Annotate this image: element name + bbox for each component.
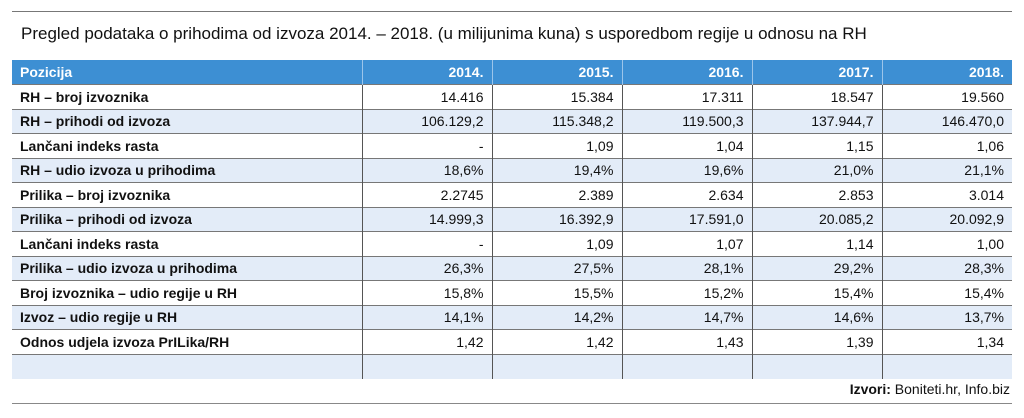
empty-cell	[752, 353, 883, 379]
table-cell: 14.999,3	[362, 206, 493, 232]
table-header-row: Pozicija 2014. 2015. 2016. 2017. 2018.	[12, 60, 1012, 85]
table-row: RH – broj izvoznika 14.416 15.384 17.311 18.…	[12, 84, 1012, 109]
table-cell: 1,42	[362, 329, 493, 354]
table-cell: 26,3%	[362, 255, 493, 281]
table-cell: 28,3%	[882, 255, 1012, 281]
table-row: Broj izvoznika – udio regije u RH 15,8% 15…	[12, 280, 1012, 305]
table-cell: 28,1%	[622, 255, 753, 281]
table-row: Lančani indeks rasta -1,09 1,04 1,15 1,06	[12, 133, 1012, 158]
table-cell: 106.129,2	[362, 108, 493, 134]
row-label: Prilika – udio izvoza u prihodima	[12, 255, 363, 281]
table-cell: 17.311	[622, 84, 753, 109]
table-cell: 1,39	[752, 329, 883, 354]
table-cell: 19.560	[882, 84, 1012, 109]
empty-cell	[882, 353, 1012, 379]
table-cell: 2.389	[492, 182, 623, 207]
table-row: RH – prihodi od izvoza 106.129,2 115.348,2…	[12, 108, 1012, 134]
table-cell: 115.348,2	[492, 108, 623, 134]
column-header-year: 2014.	[362, 60, 493, 85]
table-cell: 14.416	[362, 84, 493, 109]
column-header-year: 2018.	[882, 60, 1012, 85]
table-row: Prilika – udio izvoza u prihodima 26,3% 27…	[12, 255, 1012, 281]
table-cell: 146.470,0	[882, 108, 1012, 134]
table-cell: 15,5%	[492, 280, 623, 305]
table-cell: 2.2745	[362, 182, 493, 207]
column-header-year: 2016.	[622, 60, 753, 85]
table-row: Odnos udjela izvoza PrILika/RH 1,42 1,42 1,…	[12, 329, 1012, 354]
table-cell: 14,7%	[622, 304, 753, 330]
row-label: Prilika – prihodi od izvoza	[12, 206, 363, 232]
row-label: Lančani indeks rasta	[12, 133, 363, 158]
row-label: RH – broj izvoznika	[12, 84, 363, 109]
table-cell: 14,2%	[492, 304, 623, 330]
table-cell: 19,6%	[622, 157, 753, 183]
row-label: Prilika – broj izvoznika	[12, 182, 363, 207]
table-cell: 15,4%	[752, 280, 883, 305]
table-cell: 1,34	[882, 329, 1012, 354]
source-text: Boniteti.hr, Info.biz	[890, 381, 1010, 397]
column-header-year: 2015.	[492, 60, 623, 85]
table-title: Pregled podataka o prihodima od izvoza 2…	[21, 24, 867, 43]
table-row: Prilika – prihodi od izvoza 14.999,3 16.39…	[12, 206, 1012, 232]
bottom-divider	[12, 403, 1012, 404]
table-cell: 15,8%	[362, 280, 493, 305]
table-cell: 21,0%	[752, 157, 883, 183]
source-note: Izvori: Boniteti.hr, Info.biz	[850, 381, 1010, 397]
column-header-position: Pozicija	[12, 60, 363, 85]
table-cell: 14,6%	[752, 304, 883, 330]
table-cell: 16.392,9	[492, 206, 623, 232]
table-cell: 1,14	[752, 231, 883, 256]
table-cell: 15.384	[492, 84, 623, 109]
table-cell: 29,2%	[752, 255, 883, 281]
table-cell: 1,15	[752, 133, 883, 158]
table-row: RH – udio izvoza u prihodima 18,6% 19,4% 19…	[12, 157, 1012, 183]
table-row: Izvoz – udio regije u RH 14,1% 14,2% 14,7% 1…	[12, 304, 1012, 330]
row-label: Odnos udjela izvoza PrILika/RH	[12, 329, 363, 354]
table-cell: 20.092,9	[882, 206, 1012, 232]
empty-cell	[12, 353, 363, 379]
table-row: Prilika – broj izvoznika 2.2745 2.389 2.634…	[12, 182, 1012, 207]
table-cell: 13,7%	[882, 304, 1012, 330]
empty-cell	[362, 353, 493, 379]
table-cell: 137.944,7	[752, 108, 883, 134]
table-cell: 15,2%	[622, 280, 753, 305]
empty-cell	[492, 353, 623, 379]
row-label: Broj izvoznika – udio regije u RH	[12, 280, 363, 305]
table-cell: 1,42	[492, 329, 623, 354]
table-cell: 14,1%	[362, 304, 493, 330]
row-label: RH – udio izvoza u prihodima	[12, 157, 363, 183]
table-cell: -	[362, 133, 493, 158]
table-cell: 3.014	[882, 182, 1012, 207]
empty-row	[12, 353, 1012, 379]
table-cell: 18,6%	[362, 157, 493, 183]
table-cell: 15,4%	[882, 280, 1012, 305]
table-cell: 1,04	[622, 133, 753, 158]
table-cell: 1,00	[882, 231, 1012, 256]
table-cell: 1,09	[492, 133, 623, 158]
empty-cell	[622, 353, 753, 379]
table-cell: 17.591,0	[622, 206, 753, 232]
top-divider	[12, 11, 1012, 12]
table-cell: 1,07	[622, 231, 753, 256]
table-cell: 27,5%	[492, 255, 623, 281]
table-cell: 119.500,3	[622, 108, 753, 134]
table-cell: 1,09	[492, 231, 623, 256]
table-cell: 2.853	[752, 182, 883, 207]
table-cell: 2.634	[622, 182, 753, 207]
table-cell: 19,4%	[492, 157, 623, 183]
table-cell: 18.547	[752, 84, 883, 109]
table-cell: 1,43	[622, 329, 753, 354]
table-cell: 20.085,2	[752, 206, 883, 232]
table-cell: 1,06	[882, 133, 1012, 158]
source-label: Izvori:	[849, 381, 891, 397]
table-cell: -	[362, 231, 493, 256]
row-label: RH – prihodi od izvoza	[12, 108, 363, 134]
export-revenue-table: Pozicija 2014. 2015. 2016. 2017. 2018. RH – b…	[12, 60, 1012, 379]
row-label: Lančani indeks rasta	[12, 231, 363, 256]
table-cell: 21,1%	[882, 157, 1012, 183]
row-label: Izvoz – udio regije u RH	[12, 304, 363, 330]
table-row: Lančani indeks rasta -1,09 1,07 1,14 1,00	[12, 231, 1012, 256]
column-header-year: 2017.	[752, 60, 883, 85]
